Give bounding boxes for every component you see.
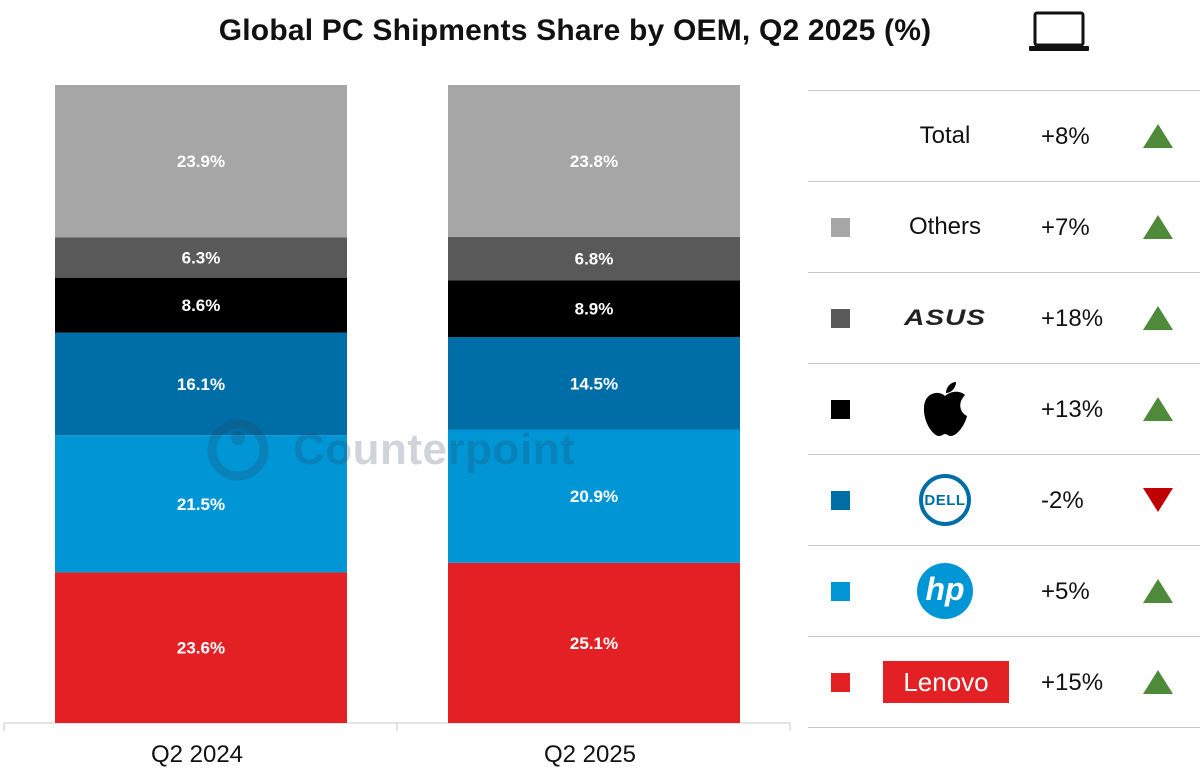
legend-swatch-others <box>831 218 850 237</box>
legend-row-lenovo: Lenovo +15% <box>808 636 1200 728</box>
data-label-dell: 14.5% <box>570 374 618 393</box>
legend-row-total: Total +8% <box>808 90 1200 181</box>
laptop-icon <box>1029 11 1089 51</box>
up-arrow-icon <box>1143 306 1173 330</box>
data-label-asus: 6.8% <box>575 250 614 269</box>
down-arrow-icon <box>1143 488 1173 512</box>
apple-logo-icon <box>923 382 967 436</box>
data-label-others: 23.8% <box>570 152 618 171</box>
legend-dell-change: -2% <box>1041 487 1084 514</box>
up-arrow-icon <box>1143 215 1173 239</box>
bar-segment-hp-q2-2024 <box>55 435 347 573</box>
legend-asus-change: +18% <box>1041 305 1104 332</box>
bar-segment-others-q2-2025 <box>448 85 740 237</box>
stacked-bar-chart: 23.6% 21.5% 16.1% 8.6% 6.3% 23.9% Q2 2024 25.1%… <box>3 85 791 768</box>
legend-total-label: Total <box>919 122 971 149</box>
bar-segment-others-q2-2024 <box>55 85 347 238</box>
data-label-asus: 6.3% <box>182 249 221 268</box>
legend-row-hp: hp +5% <box>808 545 1200 636</box>
chart-title: Global PC Shipments Share by OEM, Q2 202… <box>218 14 932 47</box>
bar-segment-apple-q2-2025 <box>448 280 740 338</box>
legend-row-apple: +13% <box>808 363 1200 454</box>
data-label-apple: 8.6% <box>182 296 221 315</box>
bar-segment-dell-q2-2024 <box>55 332 347 436</box>
lenovo-logo: Lenovo <box>883 661 1009 703</box>
data-label-hp: 20.9% <box>570 487 618 506</box>
bar-segment-hp-q2-2025 <box>448 429 740 563</box>
legend-swatch-lenovo <box>831 673 850 692</box>
up-arrow-icon <box>1143 124 1173 148</box>
bar-segment-asus-q2-2024 <box>55 237 347 278</box>
data-label-lenovo: 23.6% <box>177 639 225 658</box>
legend-total-change: +8% <box>1041 123 1090 150</box>
x-tick-label: Q2 2024 <box>151 741 243 768</box>
legend-row-dell: DELL -2% <box>808 454 1200 545</box>
legend-swatch-apple <box>831 400 850 419</box>
legend-others-change: +7% <box>1041 214 1090 241</box>
legend-swatch-dell <box>831 491 850 510</box>
legend-lenovo-change: +15% <box>1041 669 1104 696</box>
data-label-dell: 16.1% <box>177 375 225 394</box>
lenovo-logo-text: Lenovo <box>903 666 989 697</box>
legend-others-label: Others <box>908 213 982 240</box>
legend-swatch-hp <box>831 582 850 601</box>
dell-logo: DELL <box>919 474 971 526</box>
bar-segment-lenovo-q2-2025 <box>448 562 740 723</box>
asus-logo: ASUS <box>904 305 986 330</box>
up-arrow-icon <box>1143 670 1173 694</box>
hp-logo: hp <box>917 563 973 619</box>
dell-logo-text: DELL <box>924 491 966 509</box>
legend-row-others: Others +7% <box>808 181 1200 272</box>
hp-logo-text: hp <box>925 570 965 607</box>
bar-segment-lenovo-q2-2024 <box>55 572 347 723</box>
legend-swatch-asus <box>831 309 850 328</box>
up-arrow-icon <box>1143 397 1173 421</box>
data-label-apple: 8.9% <box>575 300 614 319</box>
data-label-others: 23.9% <box>177 152 225 171</box>
legend-hp-change: +5% <box>1041 578 1090 605</box>
bar-segment-dell-q2-2025 <box>448 337 740 430</box>
legend-row-asus: ASUS +18% <box>808 272 1200 363</box>
legend-table: Total +8% Others +7% ASUS +18% +13% <box>808 90 1200 728</box>
legend-apple-change: +13% <box>1041 396 1104 423</box>
up-arrow-icon <box>1143 579 1173 603</box>
x-tick-label: Q2 2025 <box>544 741 636 768</box>
bar-segment-apple-q2-2024 <box>55 277 347 333</box>
data-label-lenovo: 25.1% <box>570 634 618 653</box>
data-label-hp: 21.5% <box>177 495 225 514</box>
bar-segment-asus-q2-2025 <box>448 236 740 281</box>
